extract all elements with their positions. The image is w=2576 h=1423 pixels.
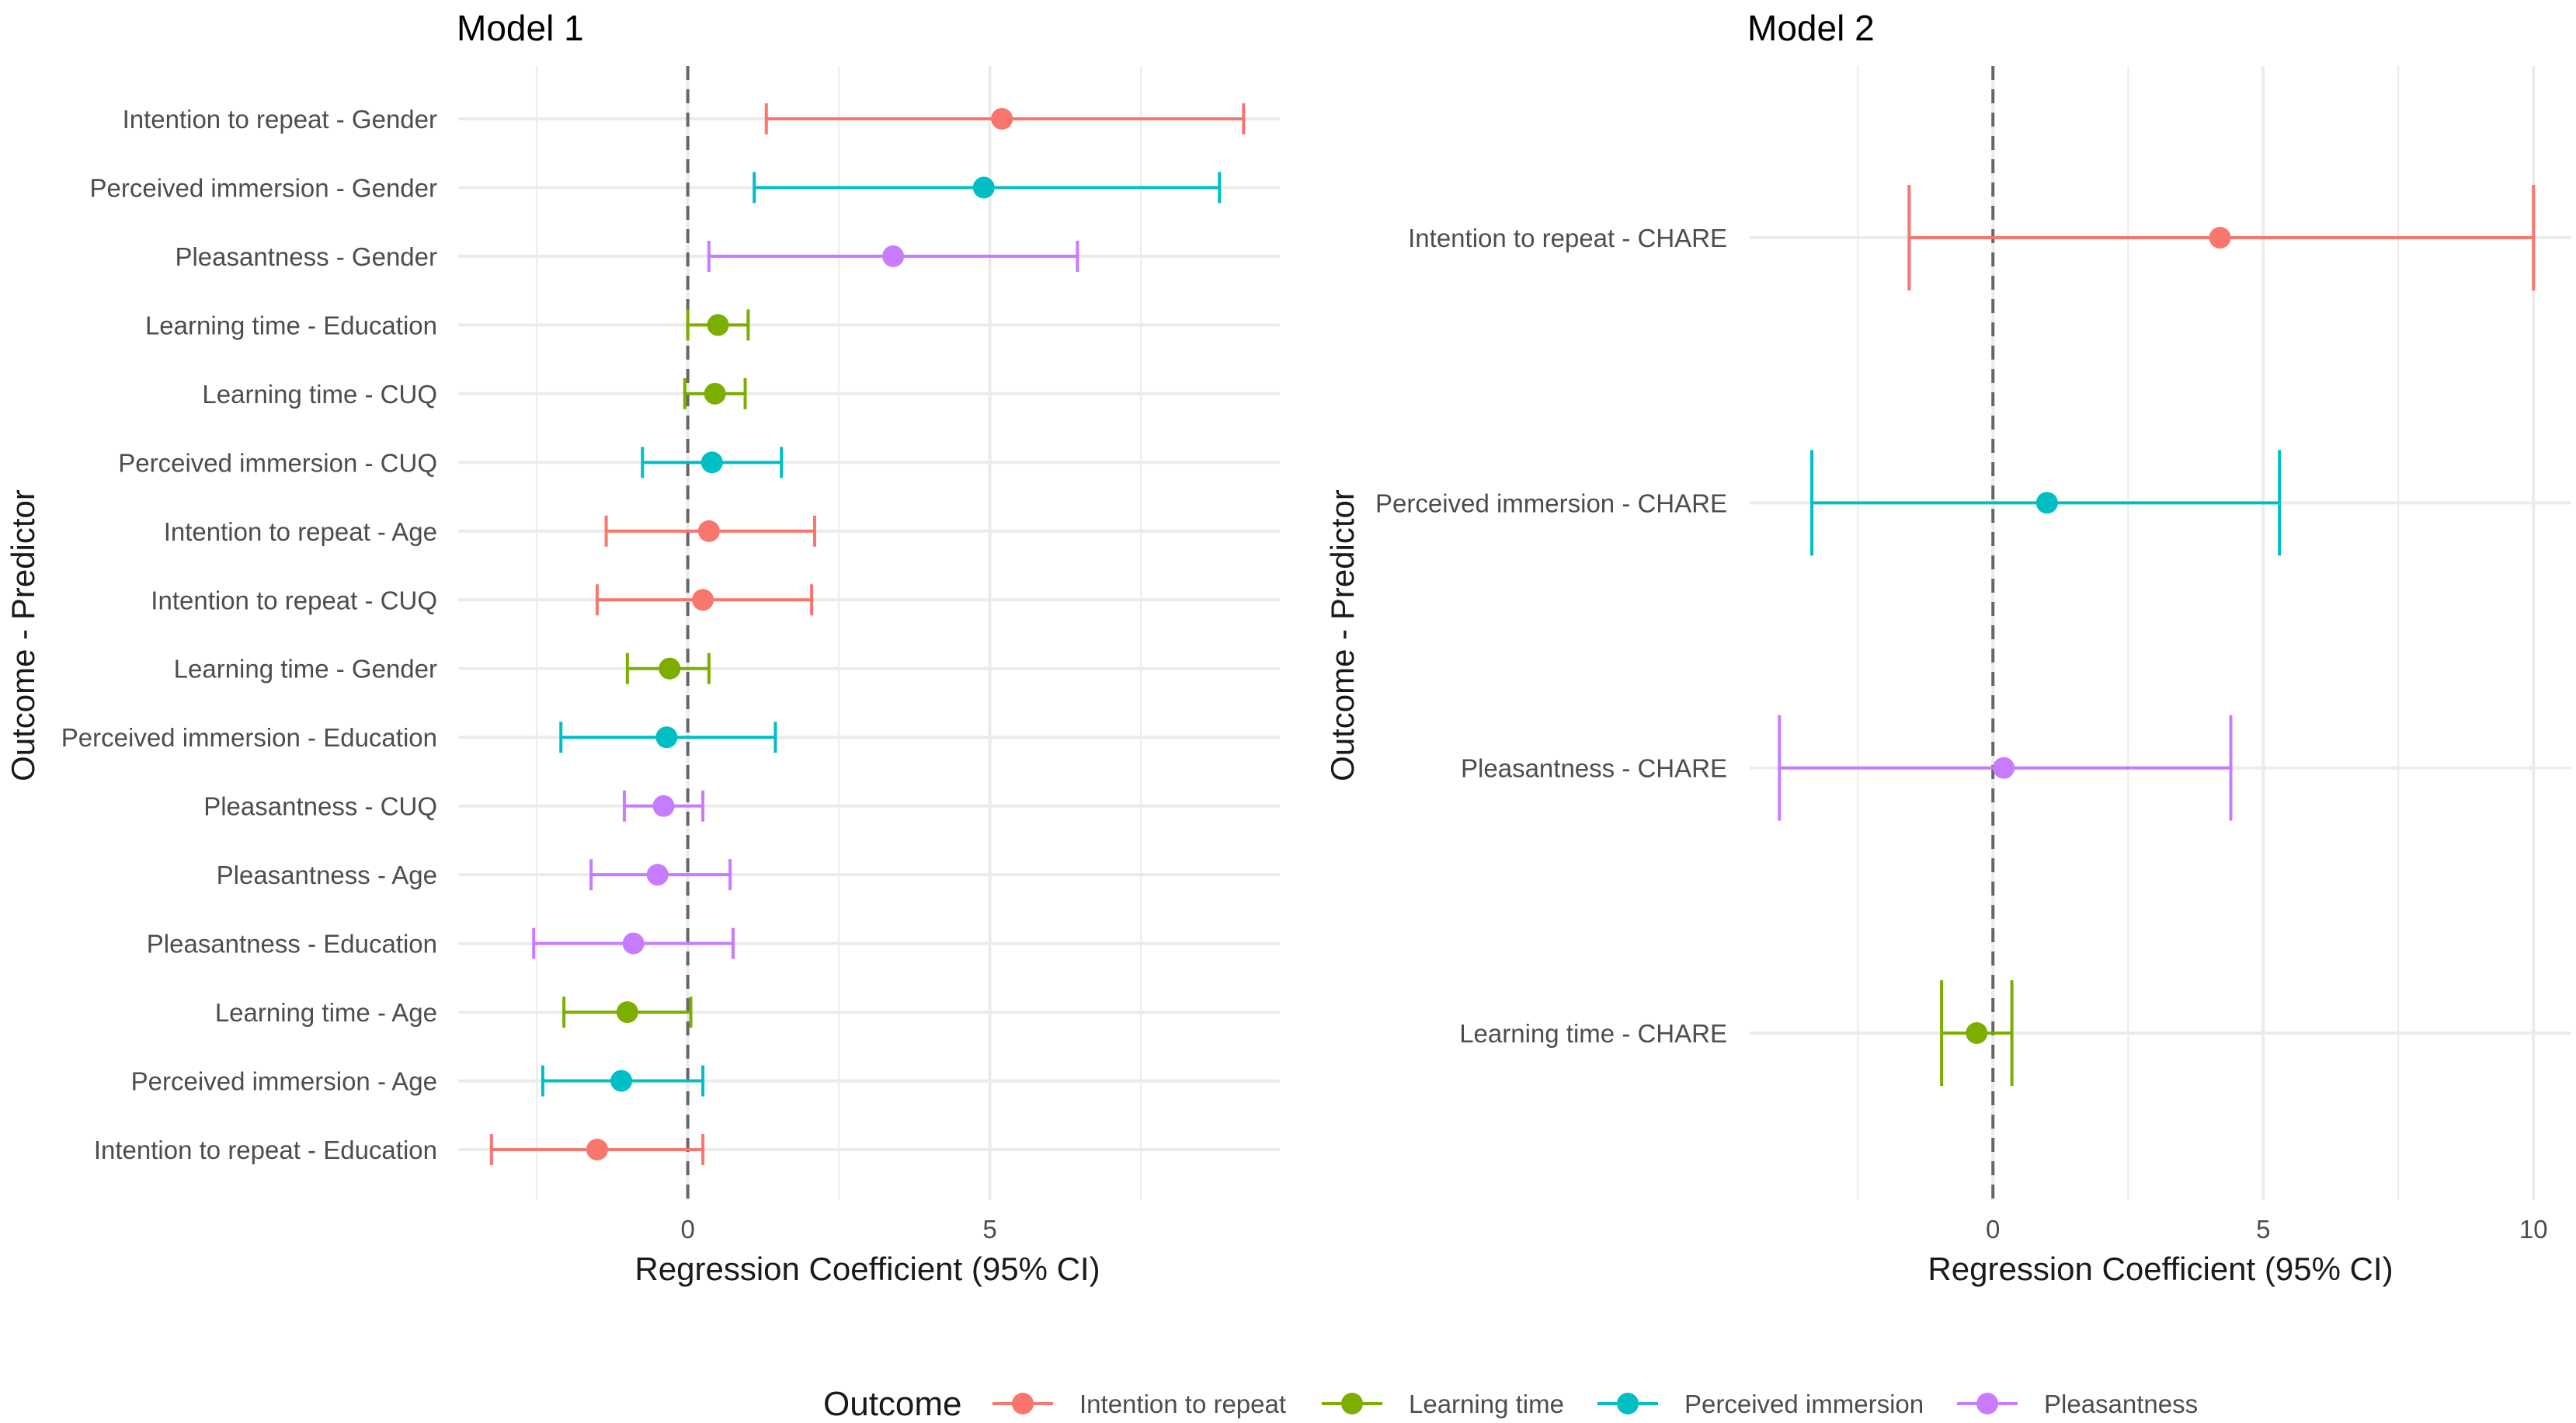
model-2-title: Model 2 [1747,8,1875,48]
model-2-x-ticks: 0 5 10 [1986,1215,2548,1244]
model-1-intention-to-repeat-age-point [697,520,720,542]
legend-item-perceived-immersion: Perceived immersion [1597,1390,1924,1418]
model-1-row-label: Pleasantness - Age [217,861,437,889]
legend-key-perceived-immersion [1597,1393,1658,1414]
legend-item-intention-to-repeat: Intention to repeat [993,1390,1286,1418]
model-2-row-label: Intention to repeat - CHARE [1408,224,1727,252]
model-1-gridlines [458,66,1280,1200]
model-1-row-label: Pleasantness - Gender [175,242,437,271]
model-2-row-label: Learning time - CHARE [1459,1019,1727,1048]
legend-label-learning-time: Learning time [1409,1390,1564,1418]
model-2-marks [1778,185,2536,1086]
legend-key-intention-to-repeat [993,1393,1053,1414]
model-1-x-axis-title: Regression Coefficient (95% CI) [634,1251,1100,1287]
model-2-x-tick-label: 5 [2256,1215,2270,1244]
model-1-row-label: Intention to repeat - Age [164,517,437,546]
model-1-row-label: Pleasantness - CUQ [203,792,437,821]
legend-item-pleasantness: Pleasantness [1957,1390,2198,1418]
model-1-intention-to-repeat-education-point [586,1139,608,1160]
model-1-panel: Model 1 Intention to repeat - Gender Perc… [5,8,1280,1287]
legend: Outcome Intention to repeat Learning time… [823,1385,2198,1423]
model-2-row-labels: Intention to repeat - CHARE Perceived imm… [1375,224,1727,1048]
model-1-intention-to-repeat-gender-point [991,108,1013,130]
model-1-pleasantness-education-point [622,932,645,955]
legend-key-learning-time [1322,1393,1382,1414]
model-1-row-label: Intention to repeat - CUQ [151,586,437,614]
model-1-row-labels: Intention to repeat - Gender Perceived im… [61,105,437,1164]
model-2-row-label: Perceived immersion - CHARE [1375,489,1727,517]
model-1-y-axis-title: Outcome - Predictor [5,489,41,781]
model-1-perceived-immersion-cuq-point [700,451,723,474]
model-1-pleasantness-gender-point [882,245,905,267]
legend-title: Outcome [823,1385,962,1423]
model-1-row-label: Learning time - Age [215,998,437,1027]
model-1-perceived-immersion-age-point [610,1070,633,1092]
legend-label-pleasantness: Pleasantness [2044,1390,2198,1418]
model-1-perceived-immersion-gender-point [972,176,995,199]
model-1-intention-to-repeat-cuq-point [692,589,714,611]
model-1-pleasantness-age-point [646,864,669,886]
model-2-y-axis-title: Outcome - Predictor [1324,489,1361,781]
model-1-row-label: Learning time - Education [145,311,437,339]
legend-label-perceived-immersion: Perceived immersion [1684,1390,1924,1418]
model-1-x-tick-label: 5 [982,1215,996,1244]
legend-item-learning-time: Learning time [1322,1390,1564,1418]
model-2-pleasantness-chare-point [1993,757,2015,779]
model-1-pleasantness-cuq-point [652,795,675,817]
model-2-x-tick-label: 10 [2519,1215,2548,1244]
model-1-row-label: Perceived immersion - CUQ [118,448,437,477]
model-1-perceived-immersion-education-point [655,726,678,749]
legend-label-intention-to-repeat: Intention to repeat [1079,1390,1286,1418]
model-1-row-label: Perceived immersion - Education [61,723,437,752]
legend-key-pleasantness [1957,1393,2018,1414]
model-1-row-label: Pleasantness - Education [147,930,437,959]
model-2-x-tick-label: 0 [1986,1215,2000,1244]
model-1-row-label: Perceived immersion - Age [131,1067,437,1096]
model-1-row-label: Learning time - CUQ [202,380,437,409]
model-1-row-label: Learning time - Gender [174,655,437,684]
model-1-learning-time-education-point [707,314,729,336]
model-2-perceived-immersion-chare-point [2035,492,2058,514]
model-1-row-label: Intention to repeat - Education [94,1136,437,1164]
model-1-title: Model 1 [457,8,584,48]
model-1-learning-time-age-point [616,1001,638,1024]
model-2-intention-to-repeat-chare-point [2209,227,2231,249]
model-2-row-label: Pleasantness - CHARE [1461,754,1727,783]
model-1-x-tick-label: 0 [680,1215,694,1244]
legend-items: Intention to repeat Learning time Perceive… [993,1390,2198,1418]
model-1-learning-time-gender-point [659,657,681,680]
model-1-row-label: Perceived immersion - Gender [90,173,438,202]
model-2-panel: Model 2 Intention to repeat - CHARE Perce… [1324,8,2571,1287]
model-2-learning-time-chare-point [1966,1022,1988,1044]
model-1-marks [489,103,1246,1165]
model-1-row-label: Intention to repeat - Gender [123,105,437,134]
model-2-x-axis-title: Regression Coefficient (95% CI) [1928,1251,2393,1287]
model-1-learning-time-cuq-point [704,382,726,405]
